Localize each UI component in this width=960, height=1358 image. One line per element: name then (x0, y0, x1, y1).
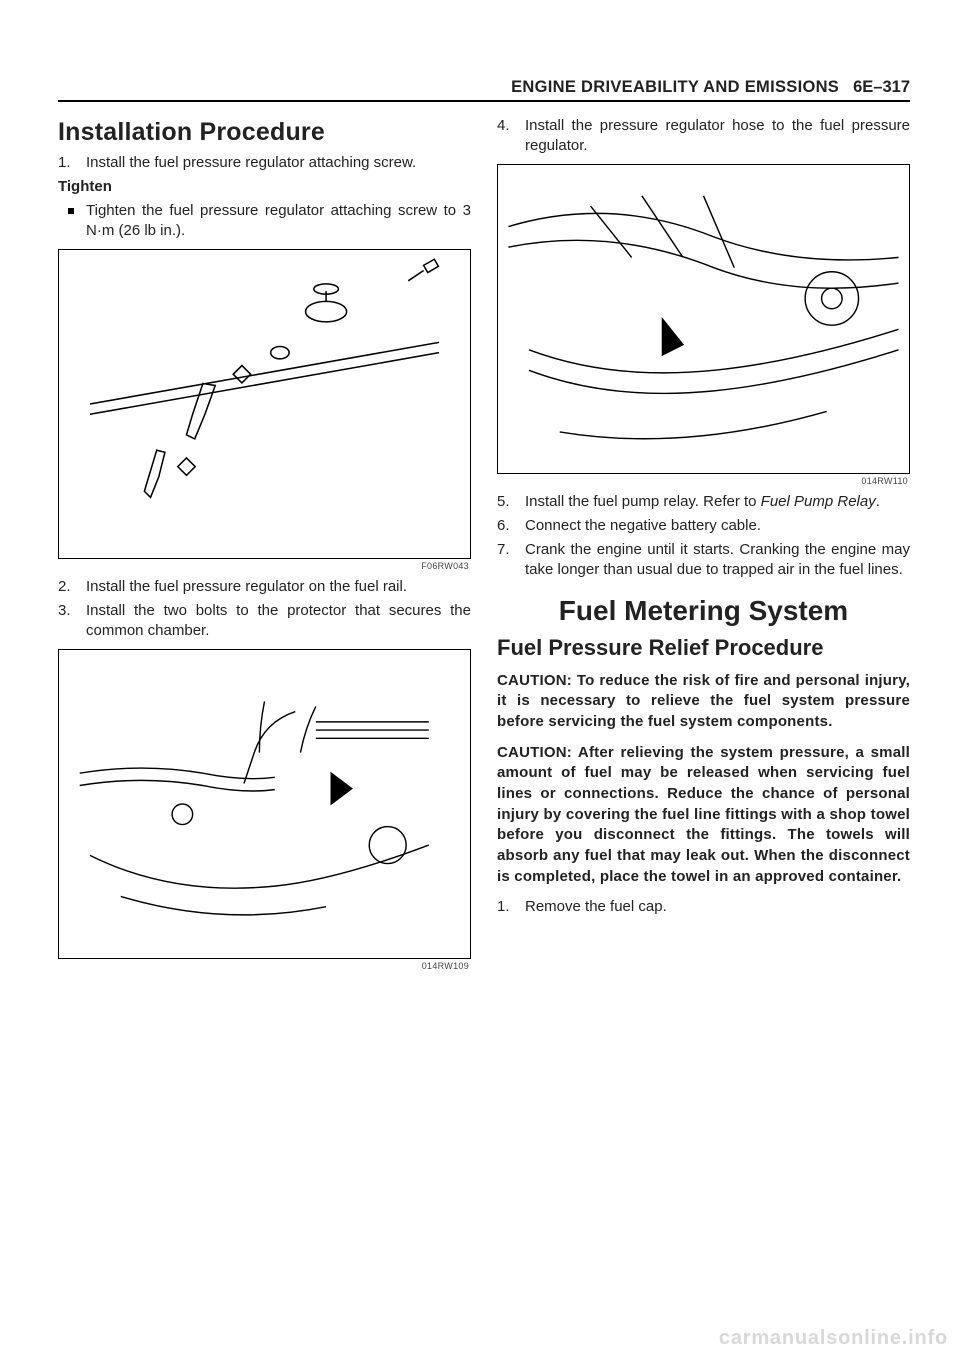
figure-3-id: 014RW110 (497, 476, 908, 486)
caution-2: CAUTION: After relieving the system pres… (497, 743, 910, 888)
watermark: carmanualsonline.info (719, 1327, 948, 1350)
header-row: ENGINE DRIVEABILITY AND EMISSIONS 6E–317 (58, 78, 910, 100)
step-5-ref: Fuel Pump Relay (761, 493, 876, 510)
tighten-label: Tighten (58, 177, 471, 197)
page-number: 6E–317 (853, 78, 910, 97)
right-column: Install the pressure regulator hose to t… (497, 112, 910, 977)
relief-steps: Remove the fuel cap. (497, 897, 910, 917)
step-2: Install the fuel pressure regulator on t… (58, 577, 471, 597)
figure-2-id: 014RW109 (58, 961, 469, 971)
installation-procedure-heading: Installation Procedure (58, 118, 471, 147)
figure-3 (497, 164, 910, 474)
header-title: ENGINE DRIVEABILITY AND EMISSIONS (511, 78, 839, 97)
figure-3-illustration (498, 165, 909, 473)
step-5-text-post: . (876, 493, 880, 510)
step-4: Install the pressure regulator hose to t… (497, 116, 910, 156)
step-6: Connect the negative battery cable. (497, 516, 910, 536)
figure-1 (58, 249, 471, 559)
install-steps-4: Install the pressure regulator hose to t… (497, 116, 910, 156)
tighten-spec: Tighten the fuel pressure regulator atta… (58, 201, 471, 241)
figure-2 (58, 649, 471, 959)
two-column-layout: Installation Procedure Install the fuel … (58, 112, 910, 977)
step-7: Crank the engine until it starts. Cranki… (497, 540, 910, 580)
install-steps-1: Install the fuel pressure regulator atta… (58, 153, 471, 173)
figure-2-illustration (59, 650, 470, 958)
tighten-spec-list: Tighten the fuel pressure regulator atta… (58, 201, 471, 241)
step-5: Install the fuel pump relay. Refer to Fu… (497, 492, 910, 512)
header-rule: ENGINE DRIVEABILITY AND EMISSIONS 6E–317 (58, 78, 910, 102)
figure-1-id: F06RW043 (58, 561, 469, 571)
install-steps-5-7: Install the fuel pump relay. Refer to Fu… (497, 492, 910, 580)
relief-step-1: Remove the fuel cap. (497, 897, 910, 917)
install-steps-2-3: Install the fuel pressure regulator on t… (58, 577, 471, 641)
step-3: Install the two bolts to the protector t… (58, 601, 471, 641)
left-column: Installation Procedure Install the fuel … (58, 112, 471, 977)
caution-1: CAUTION: To reduce the risk of fire and … (497, 671, 910, 733)
figure-1-illustration (59, 250, 470, 558)
step-1: Install the fuel pressure regulator atta… (58, 153, 471, 173)
page: ENGINE DRIVEABILITY AND EMISSIONS 6E–317… (0, 0, 960, 1358)
step-5-text-pre: Install the fuel pump relay. Refer to (525, 493, 761, 510)
fuel-pressure-relief-heading: Fuel Pressure Relief Procedure (497, 635, 910, 661)
fuel-metering-system-heading: Fuel Metering System (497, 595, 910, 627)
